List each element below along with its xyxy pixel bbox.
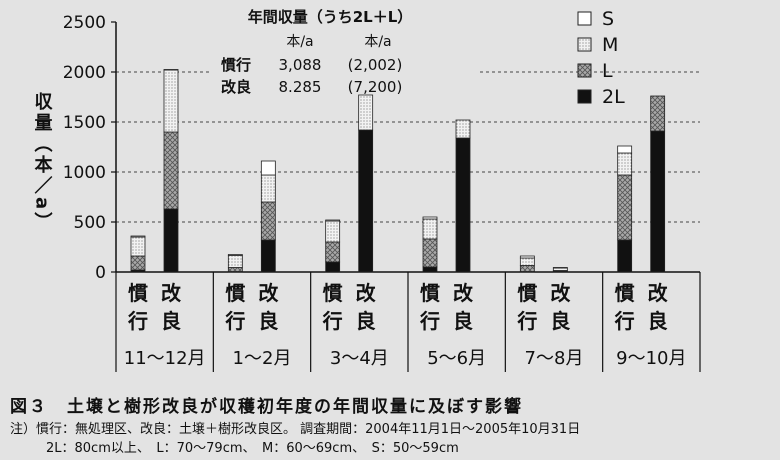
bar-segment (519, 265, 535, 272)
bar-segment (163, 69, 179, 133)
bar-category-label: 良 (453, 309, 473, 333)
bar-segment (650, 130, 666, 273)
bar-category-label: 慣 (517, 281, 537, 305)
figure-note-period: 注）慣行：無処理区、改良：土壌＋樹形改良区。 調査期間：2004年11月1日～2… (10, 422, 581, 437)
bar-segment (617, 145, 633, 154)
annotation-row-label: 改良 (221, 78, 251, 96)
group-label: 5～6月 (427, 348, 486, 369)
legend-label: M (602, 34, 618, 56)
bar-segment (455, 137, 471, 273)
y-tick-label: 0 (95, 263, 106, 283)
bar-category-label: 改 (356, 281, 377, 305)
bar-segment (227, 254, 243, 256)
bar-segment (422, 216, 438, 220)
bar-segment (325, 219, 341, 222)
bar-segment (130, 235, 146, 238)
group-label: 3～4月 (330, 348, 389, 369)
figure-note-grades: 2L：80cm以上、 L：70～79cm、 M：60～69cm、 S：50～59… (46, 441, 459, 456)
group-label: 1～2月 (233, 348, 292, 369)
bar-segment (130, 255, 146, 271)
y-tick-label: 2000 (63, 63, 106, 83)
annotation-unit: 本/a (286, 34, 313, 50)
group-label: 7～8月 (525, 348, 584, 369)
bar-category-label: 良 (258, 309, 278, 333)
legend-swatch (577, 11, 592, 26)
legend-swatch (577, 89, 592, 104)
bar-category-label: 行 (419, 309, 440, 333)
annotation-total: 3,088 (279, 56, 322, 74)
bar-category-label: 良 (161, 309, 181, 333)
bar-category-label: 改 (550, 281, 571, 305)
bar-segment (519, 255, 535, 259)
bar-category-label: 行 (127, 309, 148, 333)
bar-category-label: 改 (258, 281, 279, 305)
bar-segment (227, 255, 243, 268)
legend-label: S (602, 8, 614, 30)
bar-category-label: 慣 (615, 281, 635, 305)
bar-category-label: 良 (550, 309, 570, 333)
legend-swatch (577, 63, 592, 78)
bar-segment (455, 119, 471, 139)
bar-segment (650, 95, 666, 132)
annotation-title: 年間収量（うち2L＋L） (248, 8, 413, 26)
bar-segment (130, 236, 146, 257)
annotation-unit: 本/a (364, 34, 391, 50)
annotation-sub: (2,002) (348, 56, 403, 74)
bar-segment (422, 238, 438, 268)
y-tick-label: 2500 (63, 13, 106, 33)
y-axis-title: 収量（本／a） (32, 92, 53, 233)
bar-category-label: 行 (322, 309, 343, 333)
bar-category-label: 行 (614, 309, 635, 333)
bar-category-label: 慣 (128, 281, 148, 305)
bar-segment (422, 218, 438, 240)
bar-category-label: 慣 (225, 281, 245, 305)
bar-category-label: 改 (161, 281, 182, 305)
legend-label: 2L (602, 86, 625, 108)
bar-segment (358, 129, 374, 273)
annotation-total: 8.285 (279, 78, 322, 96)
bar-segment (227, 267, 243, 272)
bar-segment (163, 131, 179, 210)
legend-label: L (602, 60, 613, 82)
bar-segment (260, 160, 276, 176)
bar-category-label: 良 (356, 309, 376, 333)
bar-segment (260, 239, 276, 273)
bar-segment (358, 94, 374, 131)
legend-swatch (577, 37, 592, 52)
group-label: 9～10月 (616, 348, 686, 369)
bar-segment (519, 257, 535, 266)
bar-segment (617, 152, 633, 176)
y-tick-label: 1500 (63, 113, 106, 133)
bar-segment (552, 267, 568, 269)
bar-segment (260, 201, 276, 241)
bar-segment (163, 208, 179, 273)
bar-segment (617, 239, 633, 273)
bar-segment (325, 241, 341, 263)
bar-category-label: 慣 (420, 281, 440, 305)
annotation-sub: (7,200) (348, 78, 403, 96)
y-tick-label: 500 (74, 213, 106, 233)
bar-segment (325, 261, 341, 273)
group-label: 11～12月 (124, 348, 206, 369)
annotation-row-label: 慣行 (221, 56, 251, 74)
bar-category-label: 改 (648, 281, 669, 305)
bar-segment (260, 174, 276, 203)
bar-category-label: 行 (224, 309, 245, 333)
bar-category-label: 行 (516, 309, 537, 333)
bar-segment (422, 266, 438, 273)
bar-segment (325, 220, 341, 243)
bar-segment (617, 174, 633, 241)
y-tick-label: 1000 (63, 163, 106, 183)
bar-category-label: 改 (453, 281, 474, 305)
bar-category-label: 良 (648, 309, 668, 333)
bar-category-label: 慣 (323, 281, 343, 305)
figure-caption-title: 図３ 土壌と樹形改良が収穫初年度の年間収量に及ぼす影響 (10, 397, 523, 417)
bar-segment (163, 69, 179, 71)
